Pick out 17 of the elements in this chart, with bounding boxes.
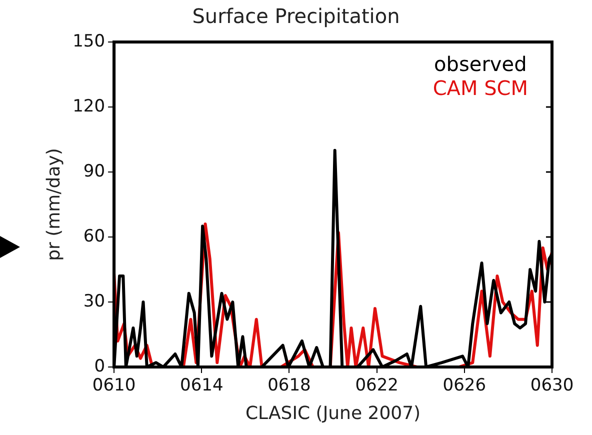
y-tick-label: 60: [83, 226, 106, 246]
y-tick-label: 90: [83, 161, 106, 182]
x-tick-label: 0626: [442, 376, 486, 396]
x-tick-label: 0622: [355, 376, 398, 396]
text: CAM SCM: [432, 76, 528, 100]
text: observed: [434, 52, 527, 76]
y-axis-title: pr (mm/day): [43, 148, 64, 261]
x-tick-label: 0630: [530, 376, 574, 396]
y-tick-label: 30: [83, 291, 106, 312]
x-tick-label: 0614: [180, 376, 224, 396]
y-tick-label: 120: [72, 96, 106, 116]
chart-title: Surface Precipitation: [192, 4, 400, 28]
y-tick-label: 150: [72, 31, 106, 52]
x-axis-title: CLASIC (June 2007): [245, 402, 421, 424]
x-tick-label: 0610: [92, 376, 136, 396]
y-tick-label: 0: [94, 356, 106, 376]
x-tick-label: 0618: [268, 376, 311, 396]
